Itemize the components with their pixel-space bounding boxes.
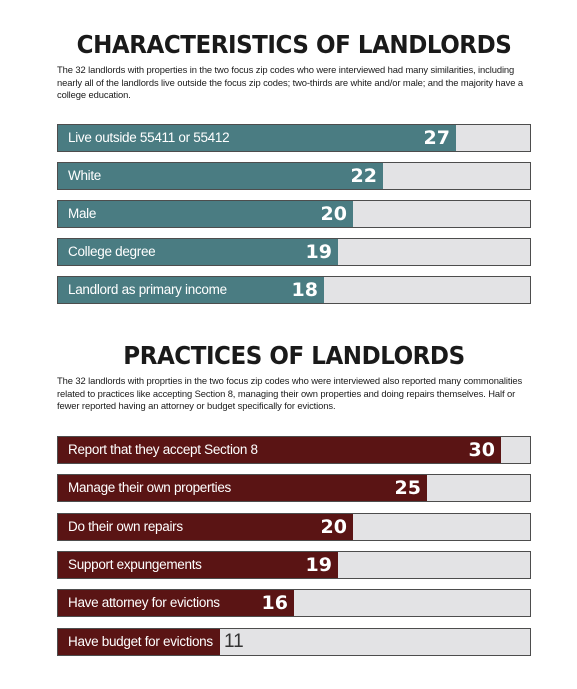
practices-bar-row: Report that they accept Section 8 30 xyxy=(57,436,531,464)
characteristics-bar-label: College degree xyxy=(68,244,156,259)
practices-bar xyxy=(58,628,220,655)
practices-bar-row: Have budget for evictions 11 xyxy=(57,627,531,656)
practices-bar xyxy=(58,513,353,540)
characteristics-bar-label: White xyxy=(68,168,102,183)
characteristics-bar-row: College degree 19 xyxy=(57,238,531,266)
practices-bar-value: 11 xyxy=(224,630,244,652)
practices-bar xyxy=(58,475,427,502)
characteristics-section: CHARACTERISTICS OF LANDLORDS The 32 land… xyxy=(57,30,531,102)
practices-bar-row: Do their own repairs 20 xyxy=(57,512,531,541)
practices-bar-value: 30 xyxy=(468,439,495,461)
practices-bar-value: 20 xyxy=(320,515,347,538)
characteristics-title: CHARACTERISTICS OF LANDLORDS xyxy=(76,30,512,59)
characteristics-bar xyxy=(58,125,456,151)
characteristics-intro: The 32 landlords with properties in the … xyxy=(57,64,523,100)
practices-bar-value: 19 xyxy=(305,553,332,576)
characteristics-bar-label: Live outside 55411 or 55412 xyxy=(68,130,230,145)
characteristics-bar xyxy=(58,239,338,265)
characteristics-bar-row: Landlord as primary income 18 xyxy=(57,276,531,304)
practices-intro: The 32 landlords with proprties in the t… xyxy=(57,375,523,411)
characteristics-bar-value: 20 xyxy=(320,203,347,225)
characteristics-bar-value: 22 xyxy=(350,165,377,187)
practices-title: PRACTICES OF LANDLORDS xyxy=(123,341,465,370)
characteristics-bar-row: White 22 xyxy=(57,162,531,190)
characteristics-bar-value: 18 xyxy=(291,279,318,301)
practices-bar xyxy=(58,590,294,617)
characteristics-bar-row: Live outside 55411 or 55412 27 xyxy=(57,124,531,152)
characteristics-bar xyxy=(58,201,353,227)
characteristics-bar xyxy=(58,277,324,303)
practices-bar-row: Manage their own properties 25 xyxy=(57,474,531,503)
practices-bar-label: Have attorney for evictions xyxy=(68,595,220,611)
practices-bar-value: 16 xyxy=(261,592,288,615)
characteristics-bar xyxy=(58,163,383,189)
practices-bar-label: Report that they accept Section 8 xyxy=(68,442,258,457)
characteristics-bar-label: Male xyxy=(68,206,97,221)
characteristics-bar-value: 19 xyxy=(305,241,332,263)
practices-bar-label: Support expungements xyxy=(68,556,202,572)
practices-bar-row: Support expungements 19 xyxy=(57,550,531,579)
practices-bar-row: Have attorney for evictions 16 xyxy=(57,589,531,618)
characteristics-bar-value: 27 xyxy=(423,127,450,149)
practices-bar xyxy=(58,437,501,463)
practices-bar xyxy=(58,551,338,578)
practices-bar-label: Manage their own properties xyxy=(68,480,231,496)
practices-bar-label: Do their own repairs xyxy=(68,518,183,534)
characteristics-bar-label: Landlord as primary income xyxy=(68,282,227,297)
characteristics-bar-row: Male 20 xyxy=(57,200,531,228)
practices-bar-value: 25 xyxy=(394,477,421,500)
practices-bar-label: Have budget for evictions xyxy=(68,633,213,649)
practices-section: PRACTICES OF LANDLORDS The 32 landlords … xyxy=(57,341,531,413)
